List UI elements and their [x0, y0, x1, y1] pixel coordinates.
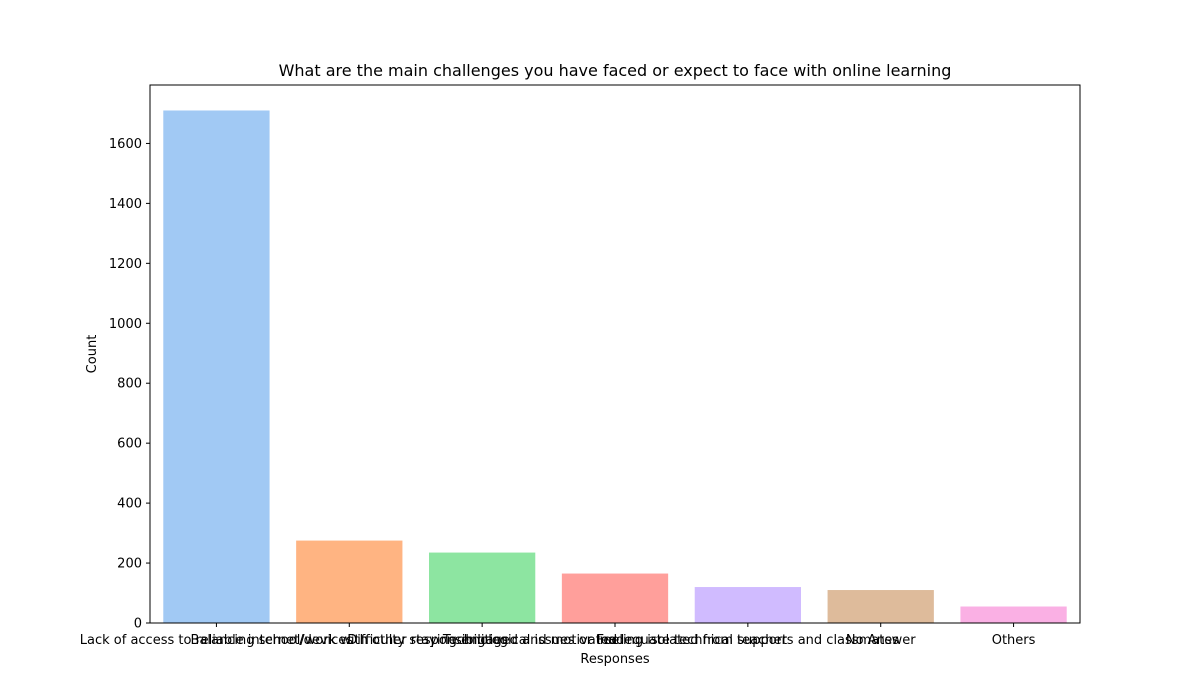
bar-4 [694, 587, 801, 623]
y-tick-label-3: 600 [117, 437, 142, 452]
x-tick-label-6: Others [992, 633, 1036, 648]
bar-0 [163, 110, 270, 624]
y-tick-label-1: 200 [117, 557, 142, 572]
bar-2 [429, 552, 536, 623]
plot-frame [149, 84, 1081, 624]
x-axis: Lack of access to reliable internet/devi… [80, 623, 1036, 648]
y-tick-label-6: 1200 [109, 257, 142, 272]
bar-6 [960, 606, 1067, 623]
bar-1 [296, 540, 403, 623]
x-axis-label: Responses [580, 652, 649, 667]
x-tick-label-1: Balancing school/work with other respons… [191, 633, 509, 648]
y-axis: 0 200 400 600 800 1000 1200 1400 1600 [109, 137, 150, 632]
y-tick-label-5: 1000 [109, 317, 142, 332]
x-tick-label-4: Feeling isolated from teachers and class… [597, 633, 900, 648]
y-tick-label-4: 800 [117, 377, 142, 392]
bar-5 [827, 590, 934, 623]
chart-title: What are the main challenges you have fa… [279, 61, 952, 80]
y-tick-label-7: 1400 [109, 197, 142, 212]
bars-group [163, 110, 1067, 624]
y-tick-label-0: 0 [134, 617, 142, 632]
x-tick-label-2: Difficulty staying engaged and motivated [347, 633, 617, 648]
y-tick-label-8: 1600 [109, 137, 142, 152]
y-axis-label: Count [85, 335, 100, 374]
bar-3 [561, 573, 669, 623]
y-tick-label-2: 400 [117, 497, 142, 512]
x-tick-label-0: Lack of access to reliable internet/devi… [80, 633, 354, 648]
x-tick-label-5: No Answer [846, 633, 916, 648]
x-tick-label-3: Technological issues or inadequate techn… [442, 633, 787, 648]
